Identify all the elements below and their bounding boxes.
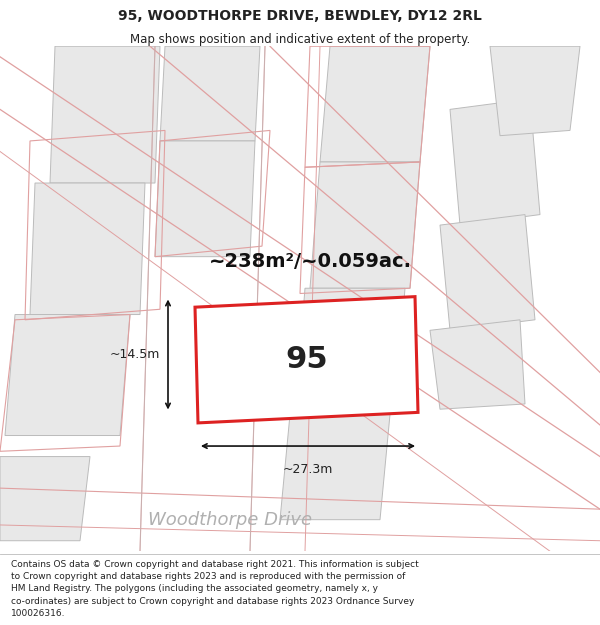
Text: to Crown copyright and database rights 2023 and is reproduced with the permissio: to Crown copyright and database rights 2… [11,572,405,581]
Polygon shape [440,214,535,330]
Text: 95, WOODTHORPE DRIVE, BEWDLEY, DY12 2RL: 95, WOODTHORPE DRIVE, BEWDLEY, DY12 2RL [118,9,482,23]
Text: Map shows position and indicative extent of the property.: Map shows position and indicative extent… [130,33,470,46]
Polygon shape [5,314,130,436]
Polygon shape [320,46,430,162]
Text: ~27.3m: ~27.3m [283,463,333,476]
Polygon shape [280,414,390,519]
Text: ~14.5m: ~14.5m [110,348,160,361]
Polygon shape [310,162,420,288]
Text: co-ordinates) are subject to Crown copyright and database rights 2023 Ordnance S: co-ordinates) are subject to Crown copyr… [11,597,414,606]
Polygon shape [295,288,405,414]
Polygon shape [30,183,145,314]
Polygon shape [490,46,580,136]
Text: Woodthorpe Drive: Woodthorpe Drive [148,511,312,529]
Text: 95: 95 [285,345,328,374]
Polygon shape [155,141,255,257]
Polygon shape [430,320,525,409]
Polygon shape [160,46,260,141]
Text: Contains OS data © Crown copyright and database right 2021. This information is : Contains OS data © Crown copyright and d… [11,560,419,569]
Polygon shape [195,297,418,423]
Polygon shape [450,99,540,225]
Text: HM Land Registry. The polygons (including the associated geometry, namely x, y: HM Land Registry. The polygons (includin… [11,584,378,594]
Polygon shape [50,46,160,183]
Text: 100026316.: 100026316. [11,609,65,618]
Text: ~238m²/~0.059ac.: ~238m²/~0.059ac. [209,253,412,271]
Polygon shape [0,456,90,541]
